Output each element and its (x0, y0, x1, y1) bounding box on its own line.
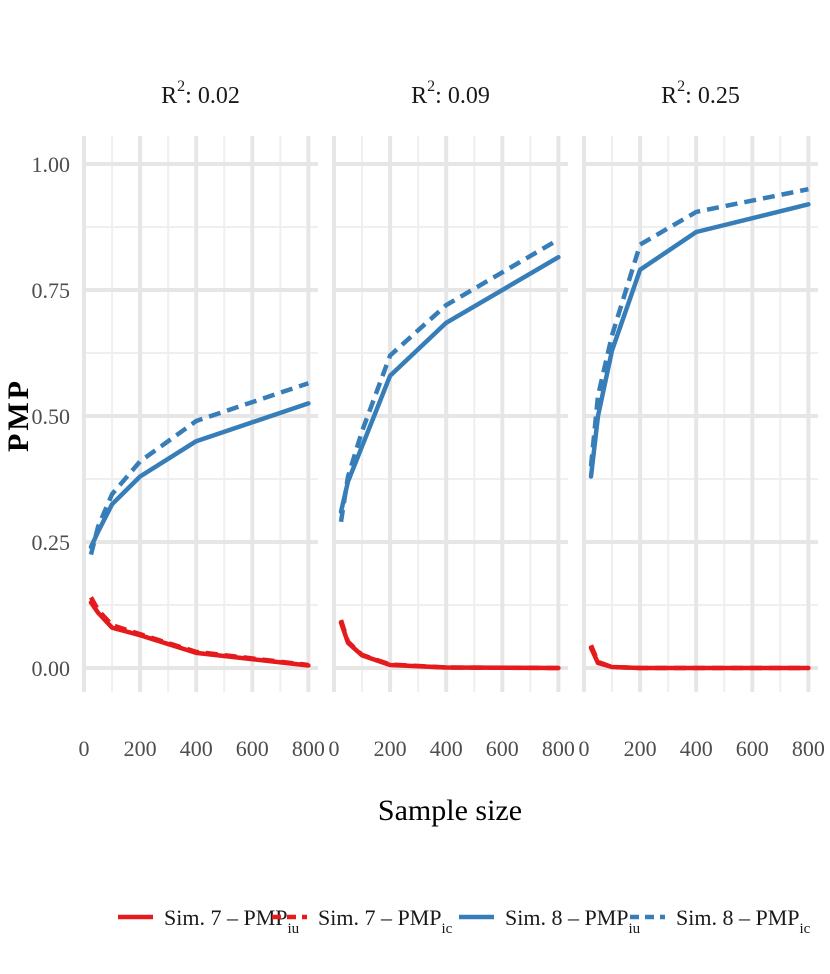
series-line-4 (88, 381, 310, 556)
facet-title-sup: 2 (177, 78, 185, 95)
facet-panel-1: R2: 0.02 0 200 400 600 800 (79, 78, 325, 761)
legend-label-sub: ic (800, 921, 811, 937)
facet-title-base: R (161, 83, 177, 109)
legend-label-base: Sim. 7 – PMP (164, 905, 288, 930)
legend-label-sub: iu (288, 921, 300, 937)
series-line-1 (338, 620, 561, 671)
legend-label-base: Sim. 7 – PMP (318, 905, 442, 930)
y-tick-label: 1.00 (32, 152, 71, 177)
x-tick-label: 400 (430, 736, 463, 761)
x-tick-label: 600 (486, 736, 519, 761)
facet-title-rest: : 0.25 (685, 83, 740, 109)
x-tick-label: 400 (680, 736, 713, 761)
y-tick-label: 0.00 (32, 656, 71, 681)
facet-title-rest: : 0.02 (185, 83, 240, 109)
x-tick-label: 200 (124, 736, 157, 761)
x-tick-label: 800 (792, 736, 825, 761)
series-line-1 (88, 600, 311, 668)
series-line-2 (89, 596, 309, 668)
series-line-2 (338, 619, 559, 671)
x-tick-label: 0 (329, 736, 340, 761)
y-tick-label: 0.75 (32, 278, 71, 303)
series-line-3 (88, 401, 311, 550)
x-tick-label: 0 (579, 736, 590, 761)
legend-label-base: Sim. 8 – PMP (676, 905, 800, 930)
facet-title-3: R2: 0.25 (661, 78, 740, 109)
x-axis-title: Sample size (378, 794, 522, 827)
legend: Sim. 7 – PMPiu Sim. 7 – PMPic Sim. 8 – PMP… (118, 905, 811, 937)
facet-title-sup: 2 (677, 78, 685, 95)
legend-label-2: Sim. 7 – PMPic (318, 905, 453, 937)
x-tick-label: 600 (736, 736, 769, 761)
series-line-2 (588, 644, 809, 671)
facet-panel-3: R2: 0.25 0 200 400 600 800 (579, 78, 825, 761)
y-tick-label: 0.50 (32, 404, 71, 429)
x-tick-label: 0 (79, 736, 90, 761)
x-tick-label: 200 (374, 736, 407, 761)
series-line-3 (588, 202, 811, 479)
series-line-4 (588, 186, 809, 467)
facet-title-rest: : 0.09 (435, 83, 490, 109)
legend-label-3: Sim. 8 – PMPiu (505, 905, 641, 937)
facet-panel-2: R2: 0.09 0 200 400 600 800 (329, 78, 575, 761)
x-tick-label: 800 (292, 736, 325, 761)
facet-title-1: R2: 0.02 (161, 78, 240, 109)
legend-label-sub: iu (629, 921, 641, 937)
x-tick-label: 800 (542, 736, 575, 761)
y-axis-title: PMP (2, 378, 35, 452)
legend-label-base: Sim. 8 – PMP (505, 905, 629, 930)
x-tick-label: 200 (624, 736, 657, 761)
legend-label-sub: ic (442, 921, 453, 937)
facet-title-base: R (411, 83, 427, 109)
facet-title-2: R2: 0.09 (411, 78, 490, 109)
facet-title-base: R (661, 83, 677, 109)
x-tick-label: 600 (236, 736, 269, 761)
legend-label-4: Sim. 8 – PMPic (676, 905, 811, 937)
series-line-3 (338, 254, 561, 515)
legend-label-1: Sim. 7 – PMPiu (164, 905, 300, 937)
y-tick-label: 0.25 (32, 530, 71, 555)
series-line-4 (338, 237, 560, 523)
x-tick-label: 400 (180, 736, 213, 761)
facet-title-sup: 2 (427, 78, 435, 95)
series-line-1 (588, 645, 811, 671)
